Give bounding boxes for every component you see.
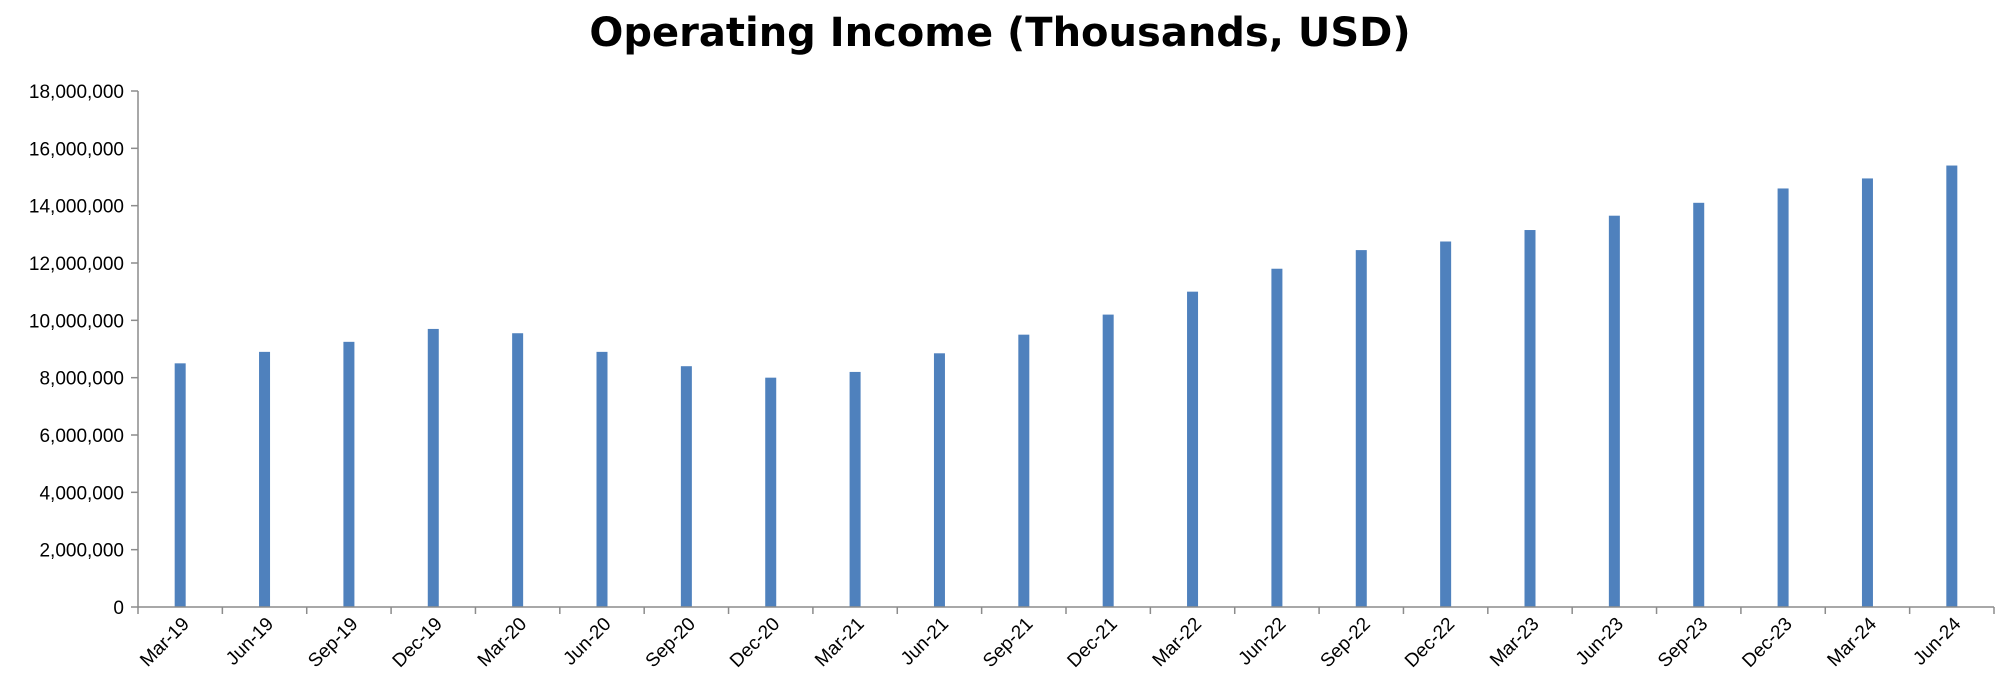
bar-jun-22 bbox=[1271, 268, 1283, 607]
bars bbox=[174, 165, 1958, 608]
y-axis: 0 2,000,000 4,000,000 6,000,000 8,000,000 10,… bbox=[29, 82, 139, 619]
y-tick-label: 10,000,000 bbox=[29, 311, 124, 332]
bar-jun-19 bbox=[259, 351, 271, 607]
y-tick-label: 14,000,000 bbox=[29, 197, 124, 218]
y-tick-label: 6,000,000 bbox=[39, 426, 124, 447]
bar-sep-20 bbox=[680, 366, 692, 607]
bar-mar-20 bbox=[512, 333, 524, 607]
x-tick-label: Jun-23 bbox=[1572, 614, 1628, 670]
x-tick-label: Sep-22 bbox=[1317, 614, 1375, 672]
bar-sep-21 bbox=[1018, 334, 1030, 607]
bar-dec-19 bbox=[427, 328, 439, 607]
x-tick-label: Dec-23 bbox=[1738, 614, 1796, 672]
y-tick-label: 0 bbox=[113, 598, 124, 619]
bar-mar-23 bbox=[1524, 230, 1536, 608]
bar-mar-22 bbox=[1187, 291, 1199, 607]
y-tick-label: 16,000,000 bbox=[29, 139, 124, 160]
x-tick-label: Jun-20 bbox=[560, 614, 616, 670]
x-tick-label: Dec-20 bbox=[726, 614, 784, 672]
x-tick-label: Mar-19 bbox=[136, 614, 193, 671]
bar-mar-24 bbox=[1861, 178, 1873, 607]
x-tick-label: Dec-19 bbox=[389, 614, 447, 672]
y-tick-label: 4,000,000 bbox=[39, 483, 124, 504]
y-tick-label: 12,000,000 bbox=[29, 254, 124, 275]
bar-mar-19 bbox=[174, 363, 186, 607]
bar-mar-21 bbox=[849, 371, 861, 607]
bar-dec-23 bbox=[1777, 188, 1789, 607]
x-tick-label: Mar-21 bbox=[811, 614, 868, 671]
bar-sep-19 bbox=[343, 341, 355, 607]
x-tick-label: Sep-21 bbox=[979, 614, 1037, 672]
x-tick-label: Sep-20 bbox=[642, 614, 700, 672]
x-tick-label: Jun-22 bbox=[1235, 614, 1291, 670]
x-tick-label: Mar-20 bbox=[474, 614, 531, 671]
x-tick-label: Sep-23 bbox=[1654, 614, 1712, 672]
bar-jun-23 bbox=[1608, 215, 1620, 607]
y-tick-label: 2,000,000 bbox=[39, 541, 124, 562]
x-axis: Mar-19 Jun-19 Sep-19 Dec-19 Mar-20 Jun-20 Sep-… bbox=[136, 606, 1995, 672]
bar-dec-21 bbox=[1102, 314, 1114, 607]
bar-dec-22 bbox=[1440, 241, 1452, 607]
bar-sep-23 bbox=[1693, 202, 1705, 608]
y-tick-label: 8,000,000 bbox=[39, 369, 124, 390]
bar-jun-20 bbox=[596, 351, 608, 607]
y-tick-label: 18,000,000 bbox=[29, 82, 124, 103]
x-tick-label: Mar-23 bbox=[1486, 614, 1543, 671]
x-tick-label: Dec-22 bbox=[1401, 614, 1459, 672]
x-tick-label: Jun-24 bbox=[1909, 613, 1965, 669]
bar-jun-21 bbox=[933, 353, 945, 607]
x-tick-label: Mar-22 bbox=[1149, 614, 1206, 671]
x-tick-label: Mar-24 bbox=[1824, 613, 1882, 671]
x-tick-label: Jun-21 bbox=[897, 614, 953, 670]
chart-title: Operating Income (Thousands, USD) bbox=[589, 10, 1410, 56]
bar-sep-22 bbox=[1355, 250, 1367, 607]
bar-dec-20 bbox=[765, 377, 777, 607]
bar-jun-24 bbox=[1946, 165, 1958, 608]
x-tick-label: Jun-19 bbox=[222, 614, 278, 670]
x-tick-label: Sep-19 bbox=[304, 614, 362, 672]
x-tick-label: Dec-21 bbox=[1064, 614, 1122, 672]
